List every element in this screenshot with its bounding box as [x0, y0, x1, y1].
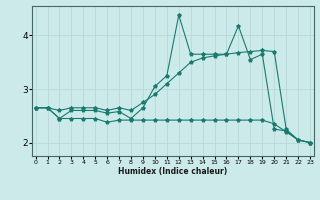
- X-axis label: Humidex (Indice chaleur): Humidex (Indice chaleur): [118, 167, 228, 176]
